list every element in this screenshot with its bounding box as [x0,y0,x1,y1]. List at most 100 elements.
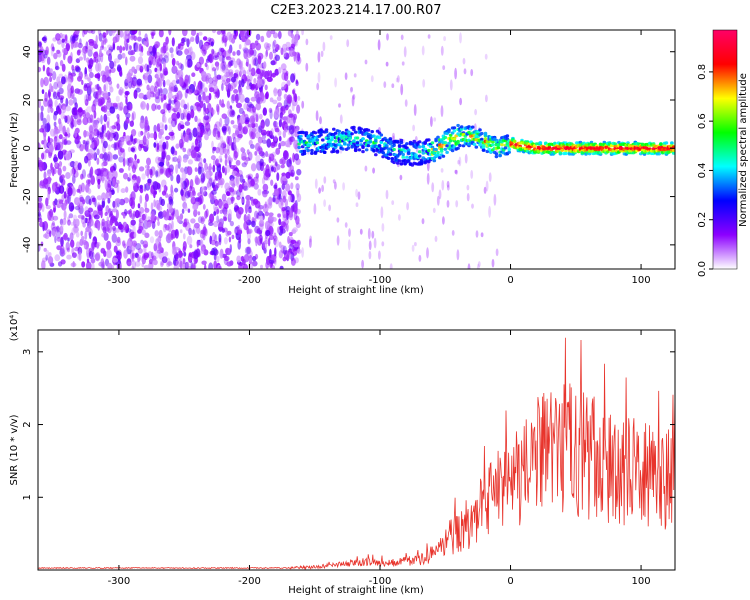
heatmap-noise-cell [228,126,231,135]
heatmap-noise-cell [293,113,297,121]
heatmap-noise-cell [170,233,174,240]
heatmap-noise-cell [168,82,175,93]
heatmap-noise-cell [265,151,269,157]
heatmap-noise-cell [198,140,202,149]
heatmap-noise-cell [236,195,241,201]
heatmap-noise-cell [178,62,183,69]
heatmap-noise-cell [198,166,205,174]
heatmap-noise-cell [184,205,188,212]
heatmap-noise-cell [238,59,242,70]
heatmap-noise-cell [167,91,173,100]
heatmap-noise-cell [284,218,289,225]
heatmap-noise-cell [42,117,47,126]
heatmap-noise-cell [248,63,252,73]
heatmap-ridge-cell [401,155,406,159]
x-tick-label: 0 [507,275,513,286]
heatmap-noise-cell [172,156,178,163]
heatmap-noise-cell [224,153,228,160]
heatmap-noise-cell [293,211,298,221]
heatmap-sparse-cell [372,167,375,174]
heatmap-noise-cell [219,158,223,163]
heatmap-noise-cell [154,73,159,79]
heatmap-ridge-cell [491,143,495,147]
heatmap-ridge-cell [406,148,411,152]
heatmap-noise-cell [90,258,96,264]
heatmap-noise-cell [144,200,147,210]
heatmap-noise-cell [231,76,236,83]
heatmap-noise-cell [205,208,209,218]
colorbar-gradient [712,29,738,270]
heatmap-ridge-cell [613,142,617,146]
heatmap-noise-cell [103,152,108,161]
heatmap-sparse-cell [484,53,488,60]
heatmap-noise-cell [194,167,198,172]
heatmap-noise-cell [158,87,163,97]
heatmap-ridge-cell [385,144,389,148]
heatmap-ridge-cell [467,125,471,129]
heatmap-noise-cell [268,212,274,217]
heatmap-noise-cell [113,245,118,253]
heatmap-sparse-cell [338,103,341,108]
heatmap-noise-cell [216,215,220,223]
heatmap-noise-cell [81,236,85,241]
heatmap-noise-cell [250,144,255,149]
heatmap-sparse-cell [446,200,450,208]
heatmap-noise-cell [290,33,294,39]
heatmap-noise-cell [161,256,168,264]
colorbar-tick-label: 0.8 [697,64,708,80]
heatmap-noise-cell [50,48,54,57]
heatmap-noise-cell [57,150,64,160]
heatmap-noise-cell [130,34,135,41]
heatmap-noise-cell [277,45,281,50]
heatmap-noise-cell [94,143,98,148]
heatmap-noise-cell [56,76,61,85]
heatmap-noise-cell [293,243,299,248]
heatmap-noise-cell [41,260,46,269]
heatmap-noise-cell [278,250,284,259]
heatmap-noise-cell [49,208,54,218]
heatmap-noise-cell [51,182,58,192]
heatmap-noise-cell [175,143,180,149]
heatmap-noise-cell [105,205,110,214]
heatmap-noise-cell [126,228,132,233]
heatmap-noise-cell [38,196,43,203]
heatmap-noise-cell [68,202,75,212]
heatmap-noise-cell [268,130,273,138]
heatmap-noise-cell [272,120,278,128]
heatmap-noise-cell [158,245,163,252]
heatmap-noise-cell [157,205,163,211]
heatmap-noise-cell [147,165,150,171]
heatmap-noise-cell [194,102,201,107]
heatmap-noise-cell [171,220,174,230]
heatmap-ridge-cell [480,137,484,141]
heatmap-noise-cell [60,186,64,194]
heatmap-noise-cell [281,207,286,212]
heatmap-ridge-cell [558,151,563,155]
heatmap-noise-cell [219,99,222,106]
heatmap-sparse-cell [317,72,321,83]
heatmap-noise-cell [187,159,193,165]
heatmap-noise-cell [173,256,177,266]
heatmap-noise-cell [38,213,42,220]
heatmap-ridge-cell [436,150,440,155]
heatmap-noise-cell [103,232,109,241]
heatmap-noise-cell [100,114,103,125]
heatmap-noise-cell [84,206,89,214]
heatmap-noise-cell [261,92,265,102]
heatmap-noise-cell [262,107,267,116]
heatmap-noise-cell [268,259,275,264]
heatmap-noise-cell [260,35,265,43]
heatmap-noise-cell [264,211,270,217]
heatmap-ridge-cell [494,152,499,156]
heatmap-ridge-cell [505,134,510,138]
heatmap-noise-cell [52,228,58,238]
heatmap-noise-cell [281,158,286,165]
heatmap-noise-cell [78,184,83,194]
heatmap-noise-cell [51,46,55,52]
heatmap-noise-cell [196,126,200,132]
heatmap-noise-cell [210,107,214,117]
heatmap-noise-cell [101,162,105,167]
heatmap-noise-cell [113,131,119,141]
heatmap-sparse-cell [334,77,337,88]
heatmap-noise-cell [141,173,146,180]
